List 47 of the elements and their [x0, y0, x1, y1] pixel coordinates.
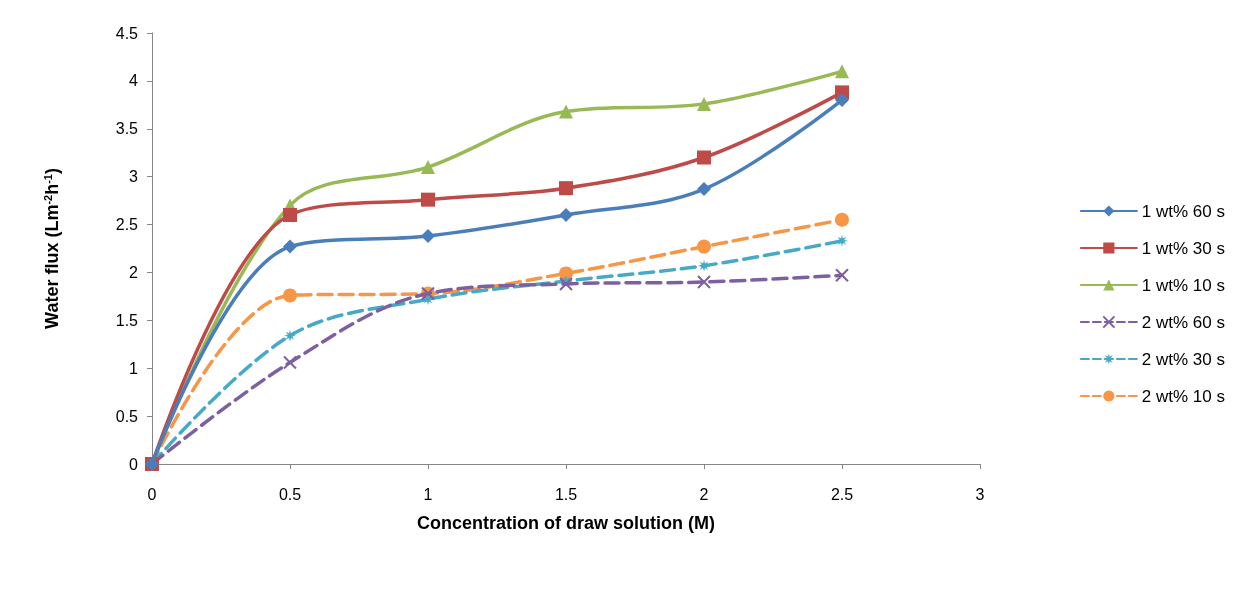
point	[697, 275, 711, 290]
legend-label: 2 wt% 10 s	[1141, 386, 1226, 406]
point	[697, 182, 711, 197]
x-tick-label: 0	[147, 485, 157, 503]
point	[559, 104, 573, 119]
point	[283, 207, 297, 222]
point	[697, 150, 711, 165]
point	[283, 355, 297, 370]
y-tick-label: 2.5	[115, 216, 139, 234]
point	[421, 160, 435, 175]
point	[283, 239, 297, 254]
point	[559, 181, 573, 196]
legend-label: 2 wt% 60 s	[1141, 312, 1226, 332]
x-tick-label: 1.5	[554, 485, 578, 503]
point	[698, 259, 710, 272]
y-tick-label: 2	[129, 263, 139, 281]
x-tick-label: 1	[423, 485, 433, 503]
point	[835, 93, 849, 108]
y-tick-label: 4.5	[115, 24, 139, 42]
point	[835, 64, 849, 79]
x-tick-label: 2	[699, 485, 709, 503]
y-tick-label: 1	[129, 359, 139, 377]
y-tick-label: 4	[129, 72, 139, 90]
legend-label: 1 wt% 10 s	[1141, 275, 1226, 295]
point	[559, 207, 573, 222]
point	[421, 229, 435, 244]
x-tick-label: 0.5	[278, 485, 302, 503]
point	[283, 288, 297, 303]
point	[284, 329, 296, 342]
point	[697, 239, 711, 254]
x-tick-label: 3	[975, 485, 985, 503]
point	[421, 192, 435, 207]
point	[835, 268, 849, 283]
legend-label: 2 wt% 30 s	[1141, 349, 1226, 369]
legend-label: 1 wt% 30 s	[1141, 238, 1226, 258]
y-tick-label: 3.5	[115, 120, 139, 138]
point	[835, 212, 849, 227]
legend-label: 1 wt% 60 s	[1141, 201, 1226, 221]
y-axis-title: Water flux (Lm-2h-1)	[41, 168, 62, 329]
y-tick-label: 0	[129, 455, 139, 473]
y-tick-label: 1.5	[115, 311, 139, 329]
x-axis-title: Concentration of draw solution (M)	[417, 513, 715, 533]
point	[836, 234, 848, 247]
point	[697, 96, 711, 111]
y-tick-label: 3	[129, 168, 139, 186]
x-tick-label: 2.5	[830, 485, 854, 503]
y-tick-label: 0.5	[115, 407, 139, 425]
